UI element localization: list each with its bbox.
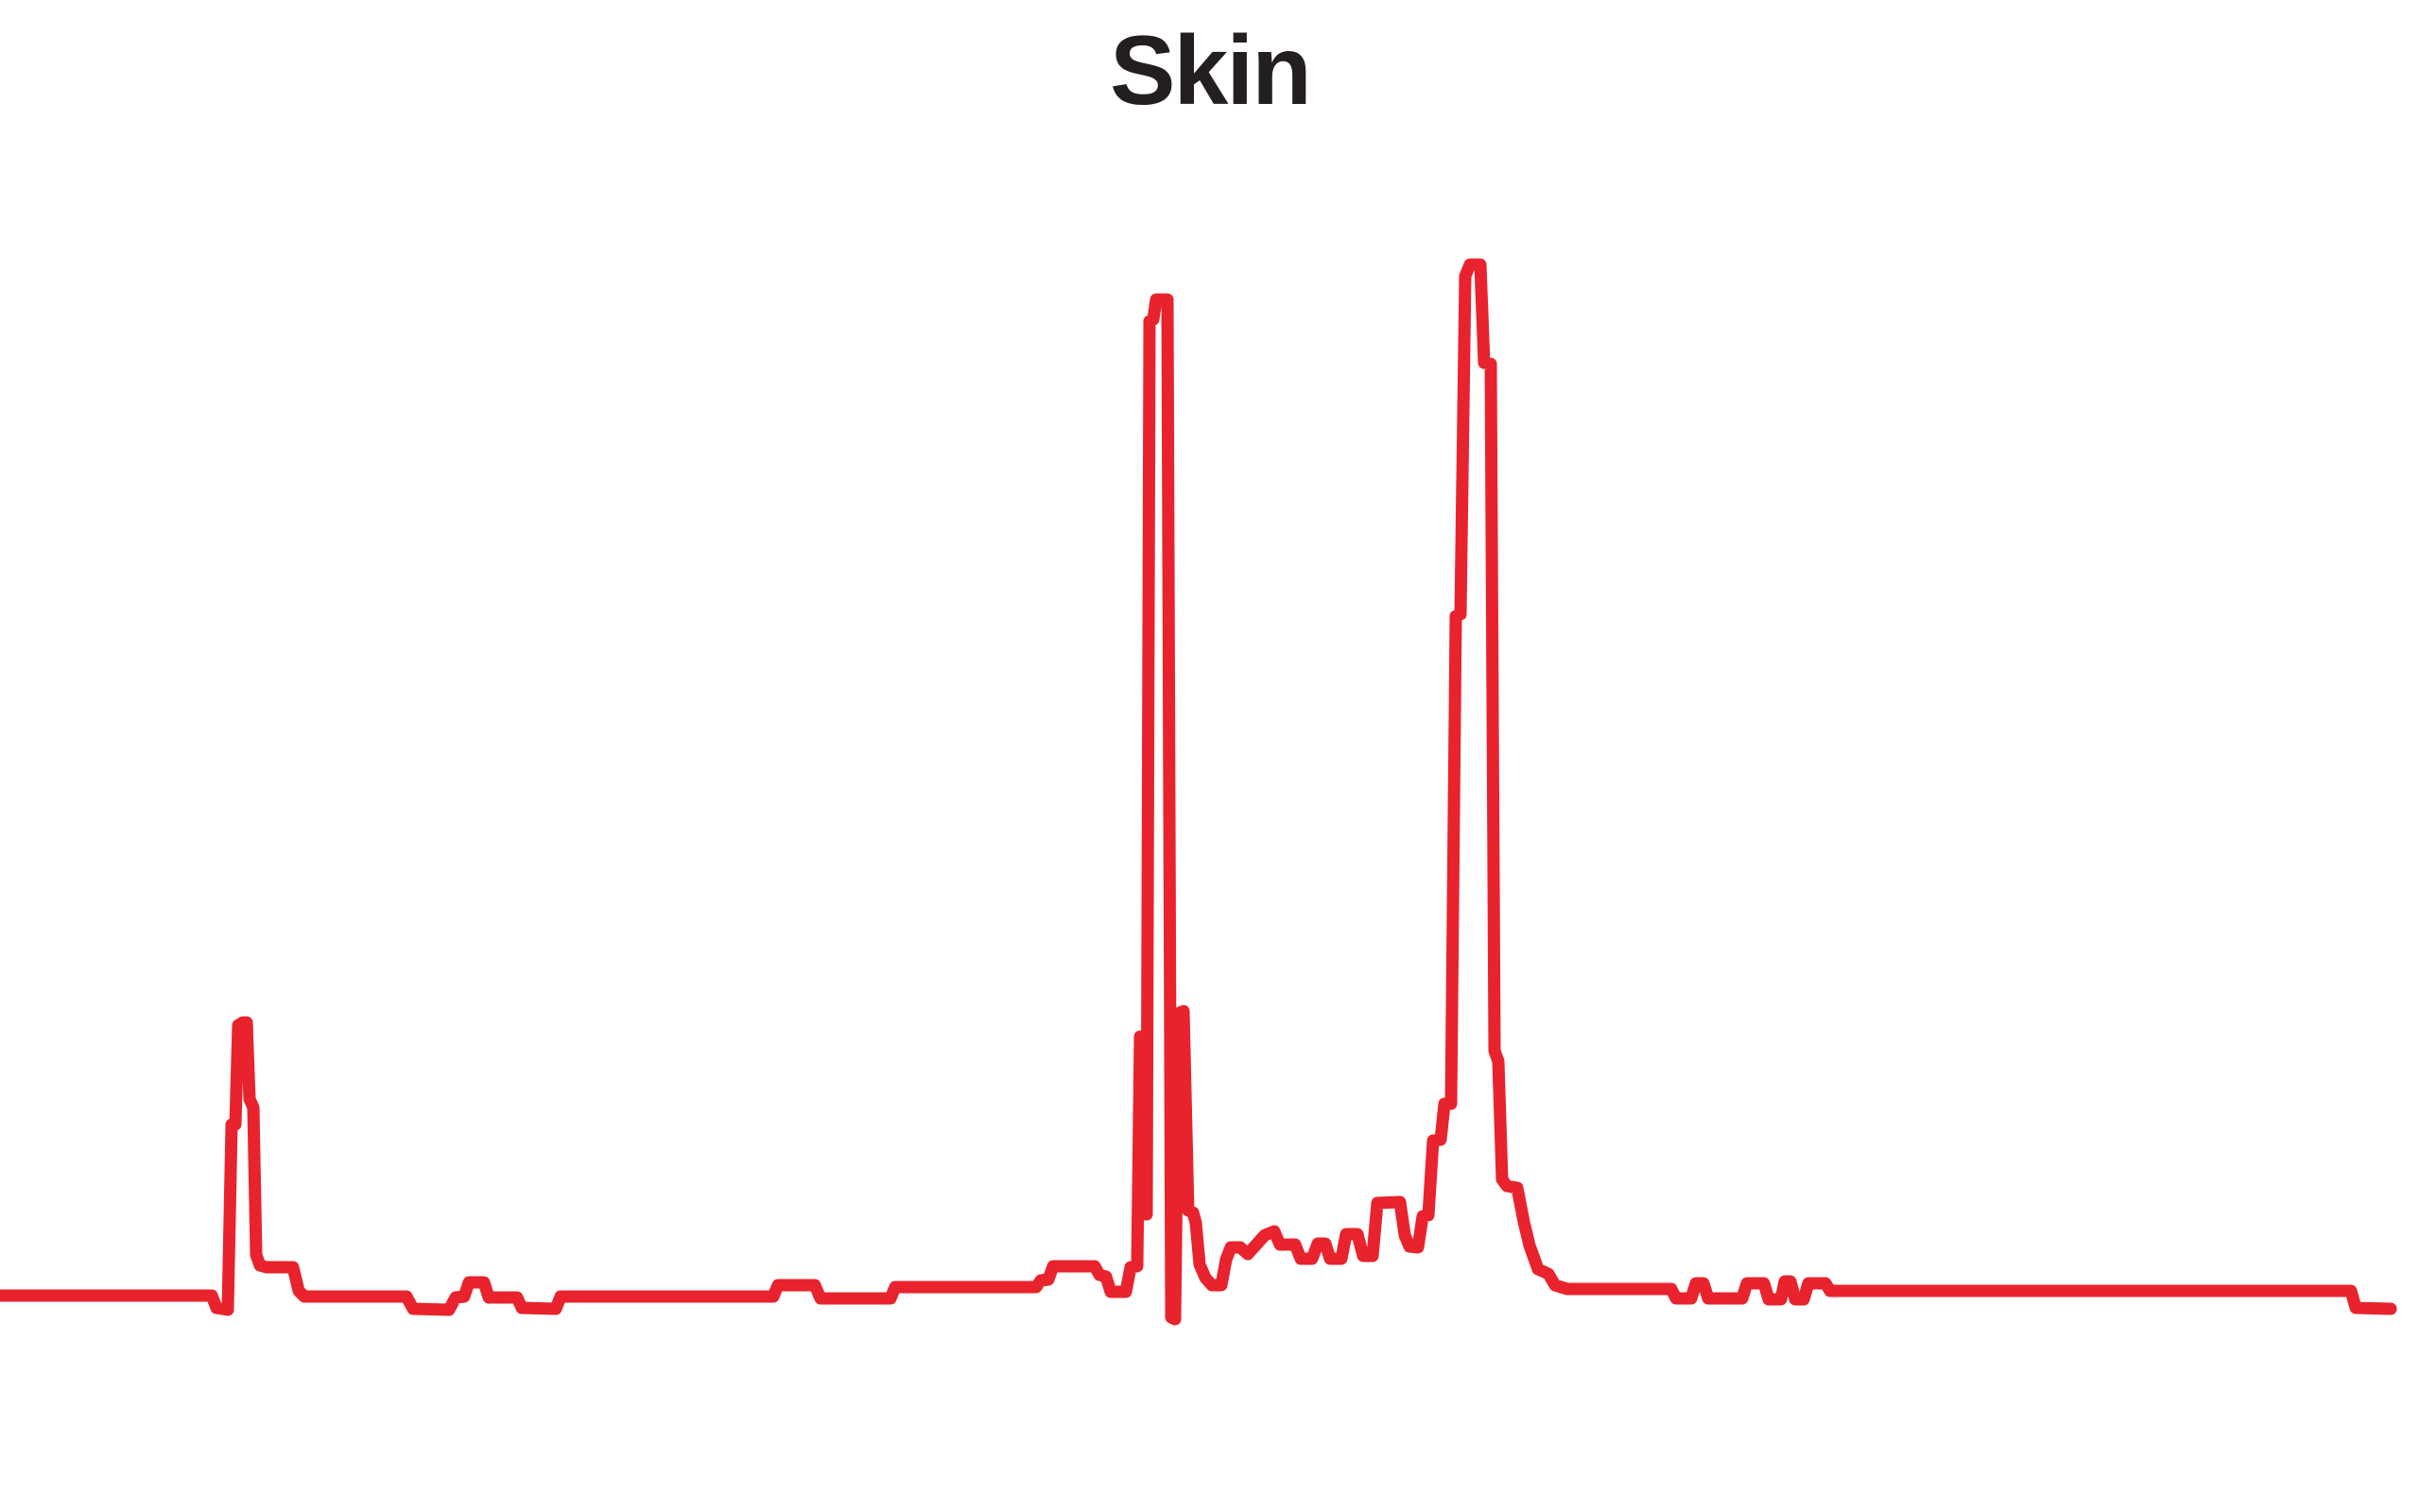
chart-title: Skin <box>1110 16 1312 126</box>
signal-trace-line <box>0 258 2397 1326</box>
